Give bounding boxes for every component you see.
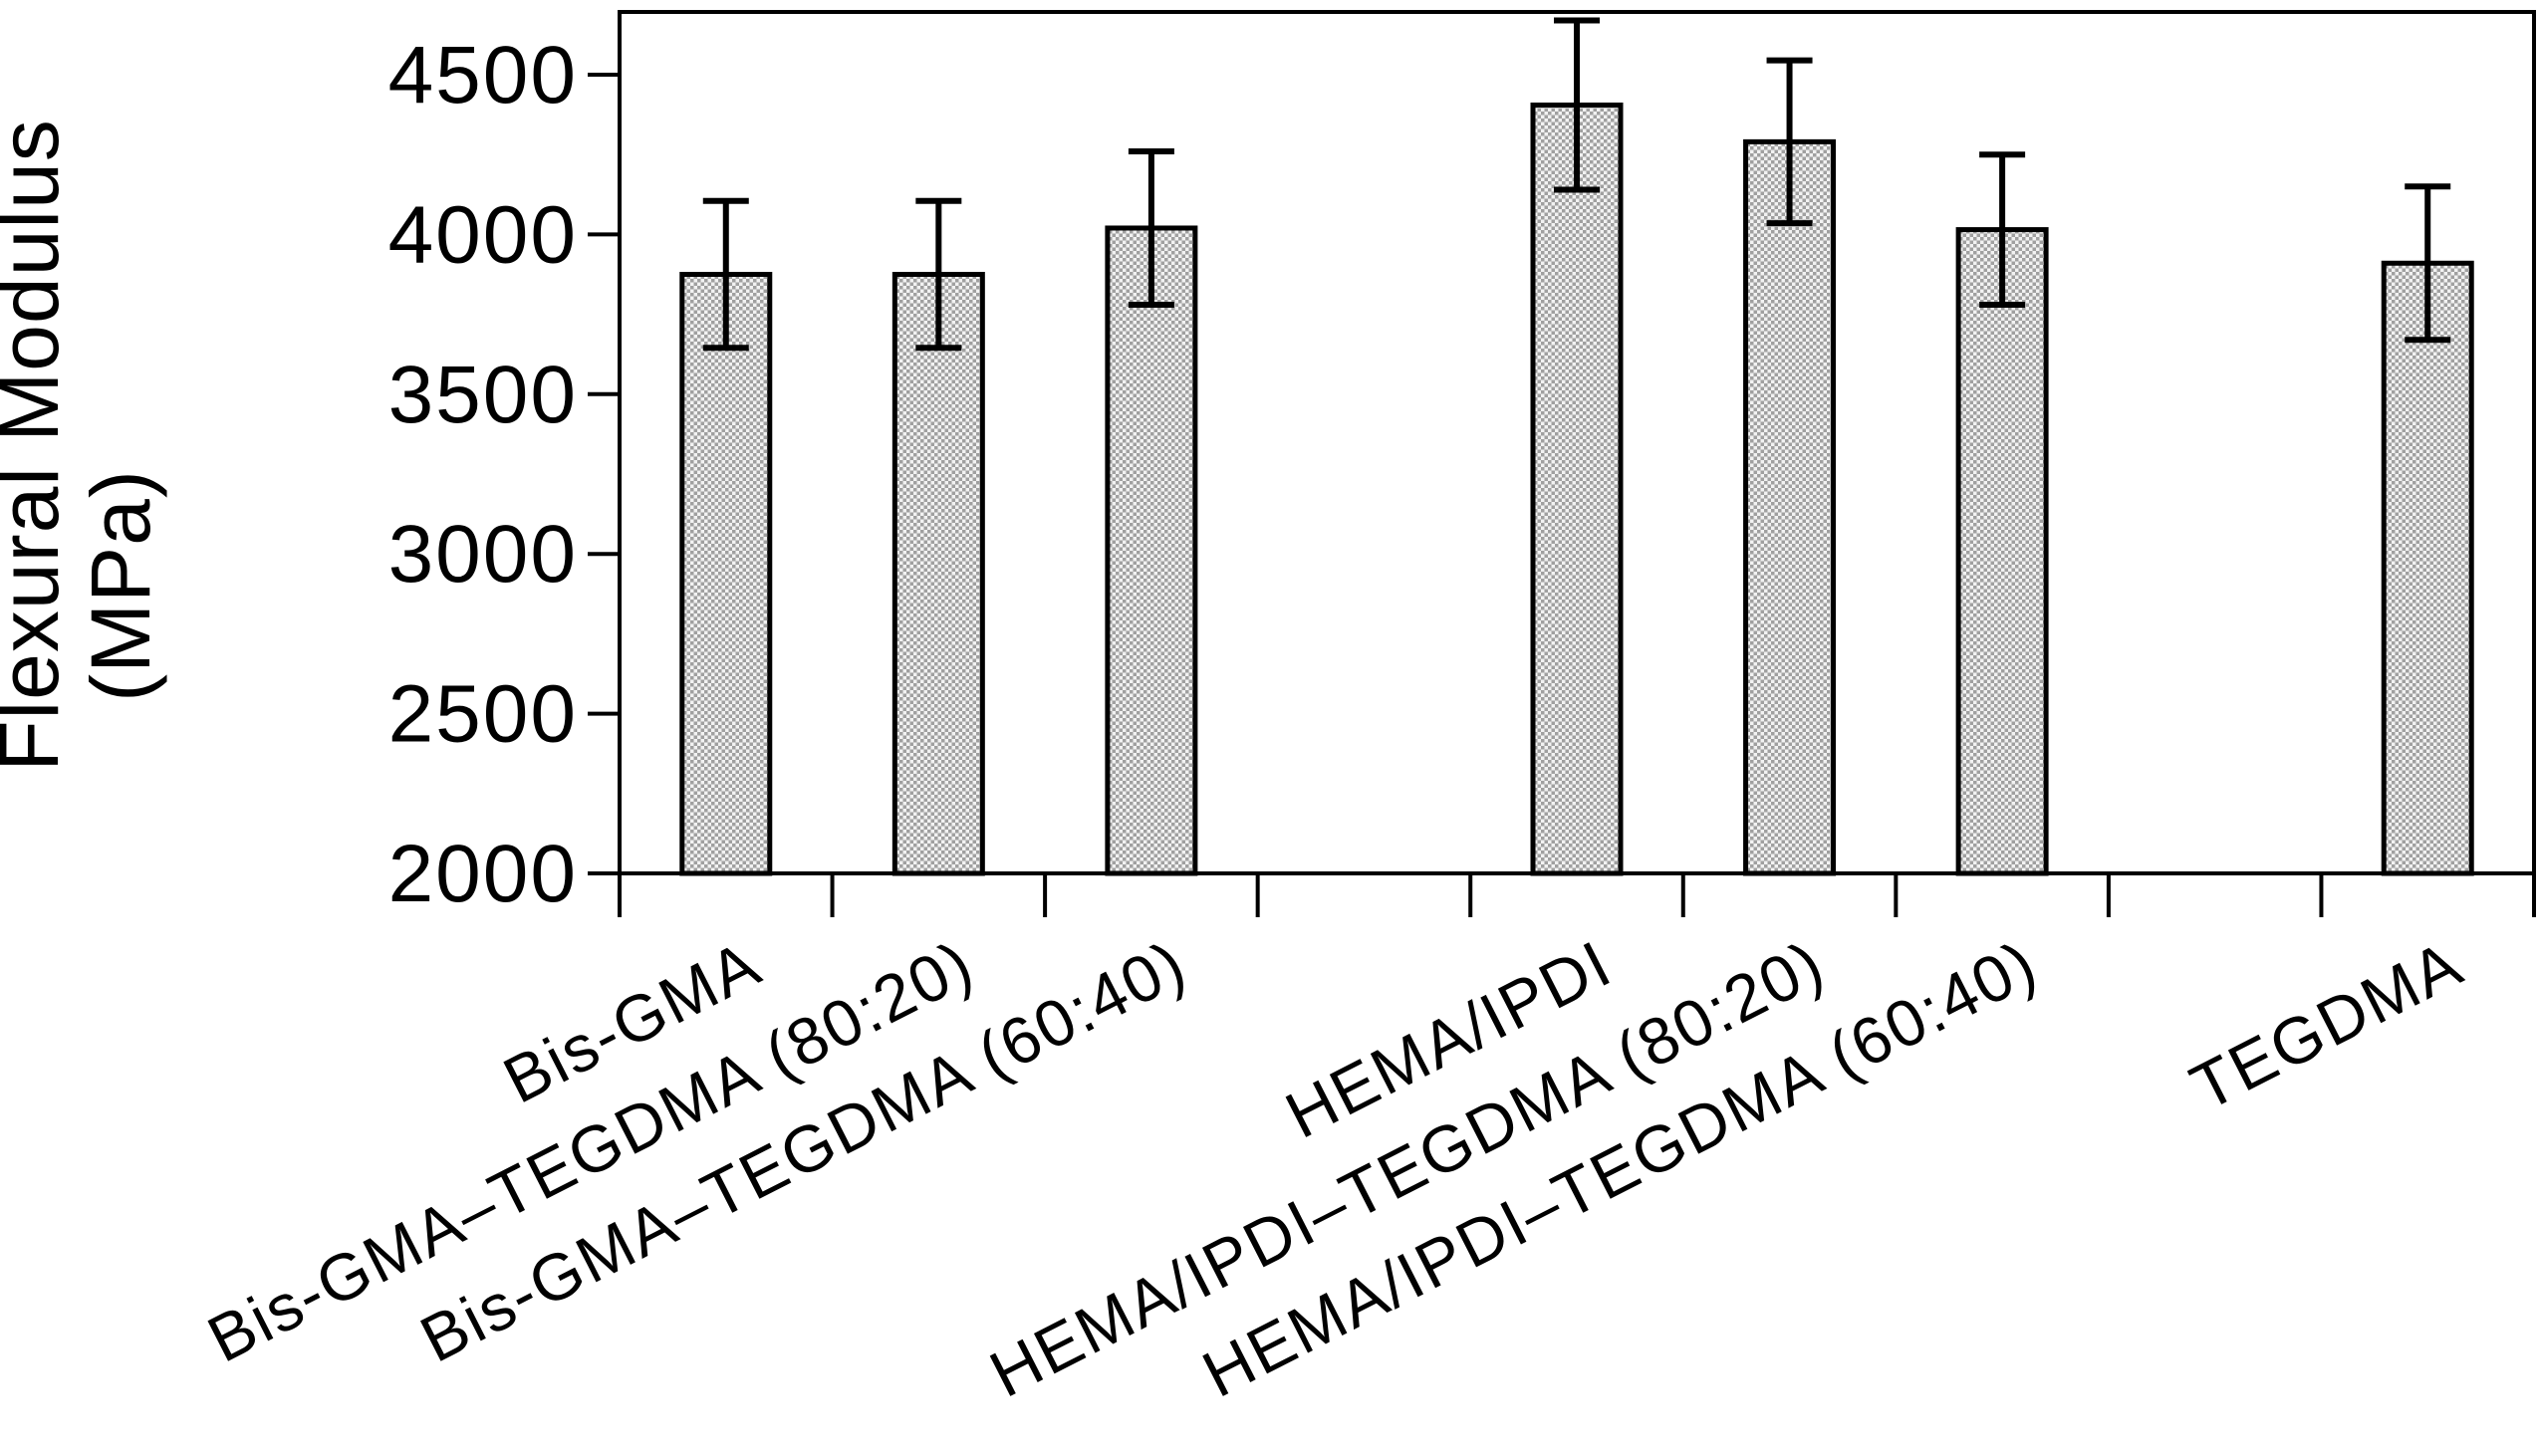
- y-tick-label: 2000: [388, 829, 578, 919]
- y-tick-label: 4000: [388, 189, 578, 280]
- y-tick-label: 3000: [388, 509, 578, 600]
- bar: [1743, 138, 1837, 876]
- y-tick-labels: 2000 2500 3000 3500 4000 4500: [388, 30, 578, 919]
- y-tick-label: 3500: [388, 350, 578, 440]
- bar: [1955, 227, 2049, 876]
- y-tick-label: 2500: [388, 669, 578, 760]
- y-axis-title-line2: (MPa): [74, 469, 167, 702]
- y-ticks: [588, 73, 620, 875]
- y-tick-label: 4500: [388, 30, 578, 121]
- bar: [2381, 260, 2474, 876]
- bar: [679, 272, 773, 876]
- bar: [1530, 102, 1624, 876]
- x-category-label: HEMA/IPDI–TEGDMA (60:40): [1191, 926, 2049, 1411]
- x-ticks: [618, 873, 2536, 917]
- y-axis-title-line1: Flexural Modulus: [0, 119, 76, 772]
- bar: [891, 272, 985, 876]
- error-bars: [702, 17, 2451, 352]
- bar: [1105, 225, 1198, 876]
- x-category-label: TEGDMA: [2179, 926, 2474, 1125]
- bars: [679, 102, 2474, 876]
